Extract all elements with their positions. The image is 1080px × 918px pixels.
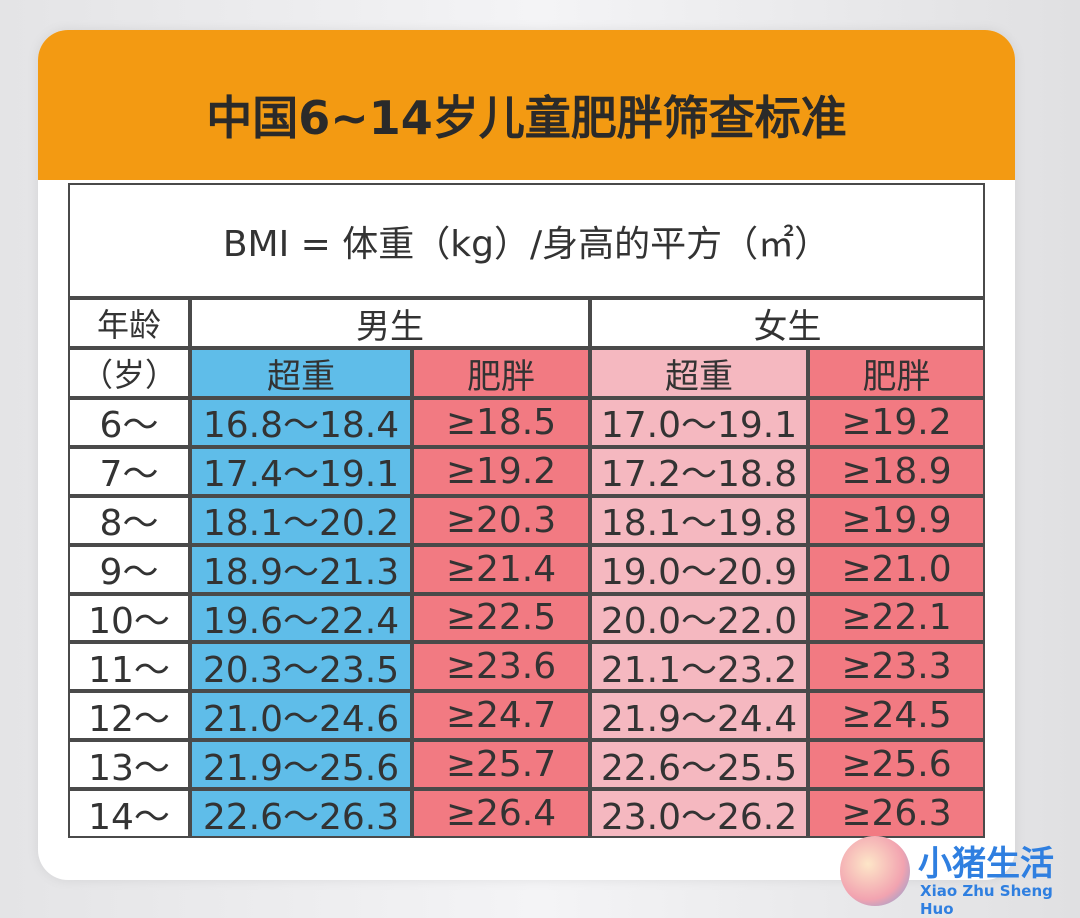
header-band bbox=[38, 30, 1015, 180]
value-cell: 21.1～23.2 bbox=[592, 644, 806, 691]
age-cell: 13～ bbox=[70, 742, 188, 789]
watermark-pinyin: Xiao Zhu Sheng Huo bbox=[920, 882, 1053, 918]
group-header: 女生 bbox=[592, 300, 983, 347]
value-cell: ≥21.4 bbox=[414, 546, 588, 592]
sub-header: 肥胖 bbox=[810, 350, 983, 397]
value-cell: 21.0～24.6 bbox=[192, 693, 410, 740]
value-cell: 22.6～25.5 bbox=[592, 742, 806, 789]
value-cell: ≥24.7 bbox=[414, 693, 588, 739]
value-cell: 18.9～21.3 bbox=[192, 546, 410, 593]
value-cell: 21.9～25.6 bbox=[192, 742, 410, 789]
title: 中国6~14岁儿童肥胖筛查标准 bbox=[206, 91, 847, 145]
value-cell: 18.1～19.8 bbox=[592, 497, 806, 544]
sub-header: 超重 bbox=[192, 350, 410, 397]
formula: BMI = 体重（kg）/身高的平方（㎡） bbox=[70, 185, 983, 296]
age-cell: 10～ bbox=[70, 595, 188, 642]
value-cell: 21.9～24.4 bbox=[592, 693, 806, 740]
value-cell: ≥21.0 bbox=[810, 546, 983, 592]
value-cell: ≥22.1 bbox=[810, 595, 983, 641]
value-cell: ≥20.3 bbox=[414, 497, 588, 543]
value-cell: 18.1～20.2 bbox=[192, 497, 410, 544]
group-header: 男生 bbox=[192, 300, 588, 347]
value-cell: 22.6～26.3 bbox=[192, 791, 410, 838]
value-cell: ≥26.3 bbox=[810, 791, 983, 836]
value-cell: 17.2～18.8 bbox=[592, 448, 806, 495]
value-cell: 17.4～19.1 bbox=[192, 448, 410, 495]
value-cell: ≥23.3 bbox=[810, 644, 983, 690]
sub-header: 超重 bbox=[592, 350, 806, 397]
age-cell: 7～ bbox=[70, 448, 188, 495]
watermark-icon bbox=[840, 836, 910, 906]
watermark-name: 小猪生活 bbox=[918, 844, 1054, 884]
age-header: 年龄 bbox=[70, 300, 188, 346]
value-cell: ≥25.6 bbox=[810, 742, 983, 788]
age-cell: 8～ bbox=[70, 497, 188, 544]
value-cell: ≥23.6 bbox=[414, 644, 588, 690]
value-cell: 20.0～22.0 bbox=[592, 595, 806, 642]
value-cell: 16.8～18.4 bbox=[192, 400, 410, 446]
value-cell: ≥19.9 bbox=[810, 497, 983, 543]
value-cell: ≥18.9 bbox=[810, 448, 983, 494]
age-unit: （岁） bbox=[70, 350, 188, 396]
value-cell: ≥19.2 bbox=[414, 448, 588, 494]
value-cell: ≥19.2 bbox=[810, 400, 983, 445]
age-cell: 6～ bbox=[70, 400, 188, 446]
value-cell: 17.0～19.1 bbox=[592, 400, 806, 446]
value-cell: 19.6～22.4 bbox=[192, 595, 410, 642]
watermark: 小猪生活 Xiao Zhu Sheng Huo bbox=[840, 832, 1080, 918]
value-cell: 23.0～26.2 bbox=[592, 791, 806, 838]
age-cell: 14～ bbox=[70, 791, 188, 838]
value-cell: ≥24.5 bbox=[810, 693, 983, 739]
value-cell: 19.0～20.9 bbox=[592, 546, 806, 593]
value-cell: ≥25.7 bbox=[414, 742, 588, 788]
value-cell: 20.3～23.5 bbox=[192, 644, 410, 691]
age-cell: 11～ bbox=[70, 644, 188, 691]
value-cell: ≥26.4 bbox=[414, 791, 588, 836]
value-cell: ≥18.5 bbox=[414, 400, 588, 445]
age-cell: 12～ bbox=[70, 693, 188, 740]
age-cell: 9～ bbox=[70, 546, 188, 593]
value-cell: ≥22.5 bbox=[414, 595, 588, 641]
sub-header: 肥胖 bbox=[414, 350, 588, 397]
table: BMI = 体重（kg）/身高的平方（㎡） 年龄 （岁） 男生 女生 超重 肥胖 超重 肥胖 6～… bbox=[68, 183, 985, 838]
